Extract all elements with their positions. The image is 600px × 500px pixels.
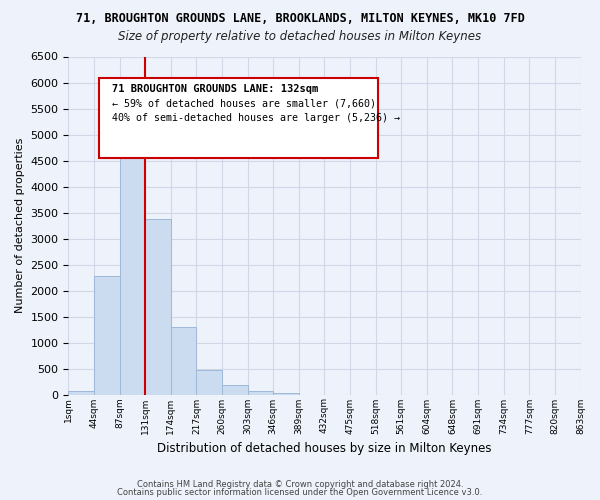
Bar — [171, 328, 196, 394]
Text: ← 59% of detached houses are smaller (7,660): ← 59% of detached houses are smaller (7,… — [112, 99, 376, 109]
FancyBboxPatch shape — [99, 78, 378, 158]
Bar — [248, 391, 273, 394]
Bar — [145, 218, 171, 394]
Text: Size of property relative to detached houses in Milton Keynes: Size of property relative to detached ho… — [118, 30, 482, 43]
X-axis label: Distribution of detached houses by size in Milton Keynes: Distribution of detached houses by size … — [157, 442, 492, 455]
Bar — [196, 370, 222, 394]
Bar — [119, 116, 145, 394]
Text: 40% of semi-detached houses are larger (5,236) →: 40% of semi-detached houses are larger (… — [112, 114, 400, 124]
Text: Contains public sector information licensed under the Open Government Licence v3: Contains public sector information licen… — [118, 488, 482, 497]
Y-axis label: Number of detached properties: Number of detached properties — [15, 138, 25, 313]
Bar — [68, 392, 94, 394]
Bar — [222, 385, 248, 394]
Text: Contains HM Land Registry data © Crown copyright and database right 2024.: Contains HM Land Registry data © Crown c… — [137, 480, 463, 489]
Text: 71, BROUGHTON GROUNDS LANE, BROOKLANDS, MILTON KEYNES, MK10 7FD: 71, BROUGHTON GROUNDS LANE, BROOKLANDS, … — [76, 12, 524, 26]
Bar — [94, 276, 119, 394]
Text: 71 BROUGHTON GROUNDS LANE: 132sqm: 71 BROUGHTON GROUNDS LANE: 132sqm — [112, 84, 318, 94]
